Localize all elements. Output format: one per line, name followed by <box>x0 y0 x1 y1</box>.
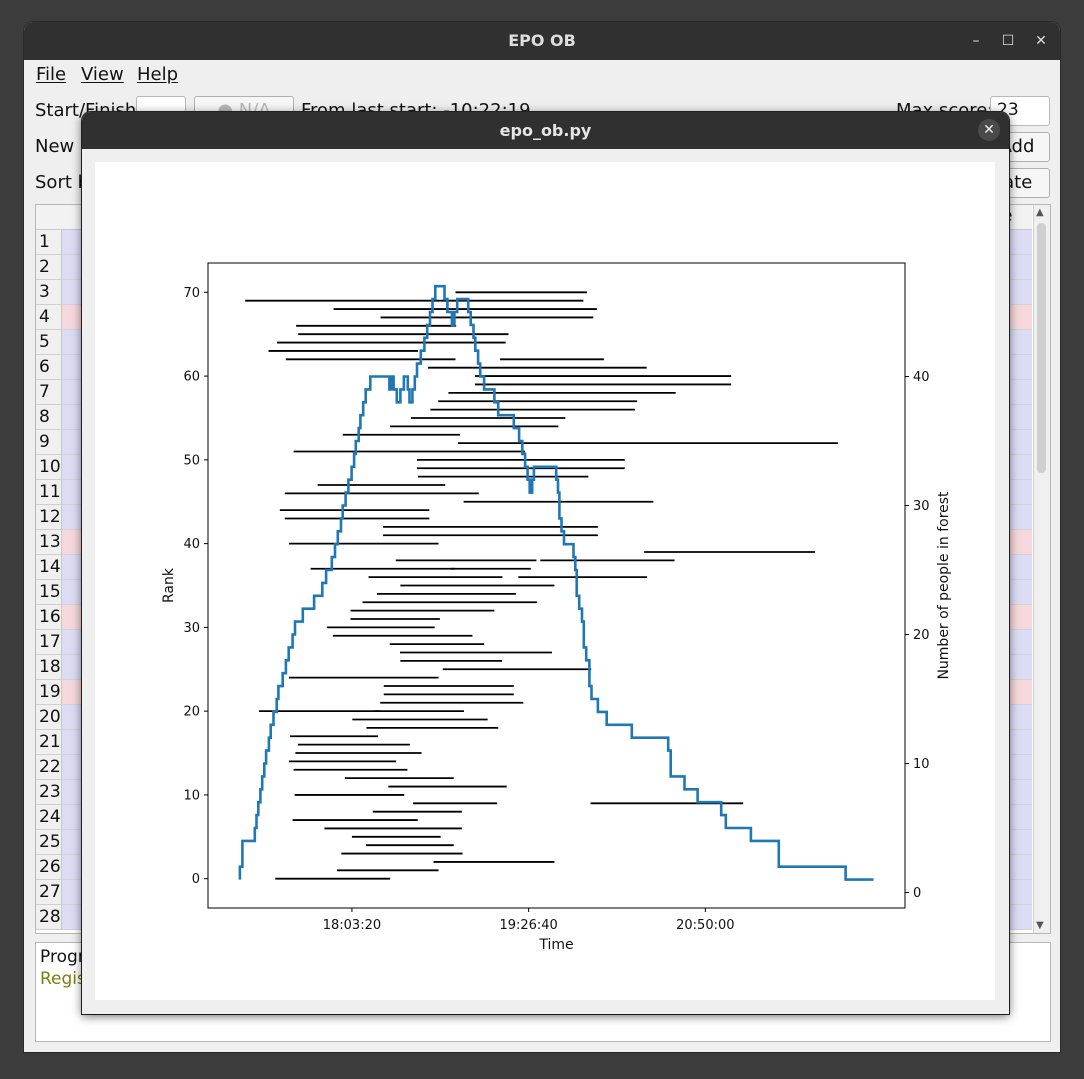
row-number[interactable]: 10 <box>36 455 62 480</box>
row-number[interactable]: 2 <box>36 255 62 280</box>
x-tick-label: 19:26:40 <box>499 918 557 933</box>
row-number[interactable]: 26 <box>36 855 62 880</box>
menubar: File View Help <box>24 60 1060 88</box>
dialog-title: epo_ob.py <box>499 121 592 140</box>
menu-help[interactable]: Help <box>137 64 179 85</box>
y-right-tick-label: 30 <box>913 499 930 514</box>
y-right-tick-label: 0 <box>913 886 921 901</box>
row-number[interactable]: 12 <box>36 505 62 530</box>
row-number[interactable]: 8 <box>36 405 62 430</box>
y-left-tick-label: 20 <box>183 705 200 720</box>
row-number[interactable]: 20 <box>36 705 62 730</box>
y-left-tick-label: 50 <box>183 453 200 468</box>
row-number[interactable]: 27 <box>36 880 62 905</box>
y-left-tick-label: 60 <box>183 370 200 385</box>
sort-by-label: Sort b <box>35 172 90 193</box>
maximize-icon[interactable]: ☐ <box>1001 33 1015 49</box>
row-number[interactable]: 19 <box>36 680 62 705</box>
row-number[interactable]: 22 <box>36 755 62 780</box>
log-line-registered: Regis <box>40 969 86 989</box>
row-number[interactable]: 6 <box>36 355 62 380</box>
menu-file[interactable]: File <box>36 64 67 85</box>
row-number[interactable]: 28 <box>36 905 62 930</box>
plot-dialog: epo_ob.py ✕ 0 10 20 30 40 50 60 70 0 10 20 30 40 18:0… <box>82 112 1009 1014</box>
row-number[interactable]: 14 <box>36 555 62 580</box>
main-titlebar: EPO OB – ☐ ✕ <box>24 22 1060 60</box>
y-right-tick-label: 20 <box>913 628 930 643</box>
window-title: EPO OB <box>508 31 576 50</box>
x-axis-label: Time <box>538 937 573 953</box>
y-left-tick-label: 40 <box>183 537 200 552</box>
dialog-titlebar: epo_ob.py ✕ <box>82 112 1009 149</box>
y-left-tick-label: 0 <box>192 872 200 887</box>
close-icon[interactable]: ✕ <box>1035 33 1047 49</box>
row-number[interactable]: 23 <box>36 780 62 805</box>
row-number[interactable]: 16 <box>36 605 62 630</box>
y-left-axis-label: Rank <box>161 567 177 603</box>
y-right-axis-label: Number of people in forest <box>936 491 952 680</box>
row-number[interactable]: 24 <box>36 805 62 830</box>
scrollbar-thumb[interactable] <box>1037 223 1046 473</box>
figure-canvas: 0 10 20 30 40 50 60 70 0 10 20 30 40 18:03:20 19:26:40… <box>95 162 995 1000</box>
close-icon[interactable]: ✕ <box>978 119 1000 141</box>
row-number[interactable]: 1 <box>36 230 62 255</box>
table-scrollbar[interactable]: ▲ ▼ <box>1033 205 1050 933</box>
row-number[interactable]: 3 <box>36 280 62 305</box>
row-number[interactable]: 5 <box>36 330 62 355</box>
minimize-icon[interactable]: – <box>972 33 980 49</box>
scroll-up-icon[interactable]: ▲ <box>1036 207 1044 218</box>
row-number[interactable]: 9 <box>36 430 62 455</box>
x-tick-label: 18:03:20 <box>323 918 381 933</box>
row-number[interactable]: 21 <box>36 730 62 755</box>
new-runner-label: New r <box>35 136 88 157</box>
chart-svg: 0 10 20 30 40 50 60 70 0 10 20 30 40 18:03:20 19:26:40… <box>161 262 952 953</box>
log-line-progress: Progr <box>40 947 85 967</box>
row-number[interactable]: 11 <box>36 480 62 505</box>
row-number[interactable]: 25 <box>36 830 62 855</box>
y-left-tick-label: 30 <box>183 621 200 636</box>
row-number[interactable]: 4 <box>36 305 62 330</box>
y-right-tick-label: 40 <box>913 370 930 385</box>
y-left-tick-label: 10 <box>183 788 200 803</box>
x-tick-label: 20:50:00 <box>676 918 734 933</box>
y-left-tick-label: 70 <box>183 286 200 301</box>
max-score-field[interactable]: 23 <box>990 96 1050 126</box>
row-number[interactable]: 7 <box>36 380 62 405</box>
rank-chart: 0 10 20 30 40 50 60 70 0 10 20 30 40 18:03:20 19:26:40… <box>95 162 995 1000</box>
row-number[interactable]: 17 <box>36 630 62 655</box>
y-right-tick-label: 10 <box>913 757 930 772</box>
row-number[interactable]: 15 <box>36 580 62 605</box>
row-number[interactable]: 18 <box>36 655 62 680</box>
scroll-down-icon[interactable]: ▼ <box>1036 920 1044 931</box>
people-in-forest-line <box>238 284 874 881</box>
menu-view[interactable]: View <box>81 64 124 85</box>
plot-frame <box>207 262 906 909</box>
row-number[interactable]: 13 <box>36 530 62 555</box>
